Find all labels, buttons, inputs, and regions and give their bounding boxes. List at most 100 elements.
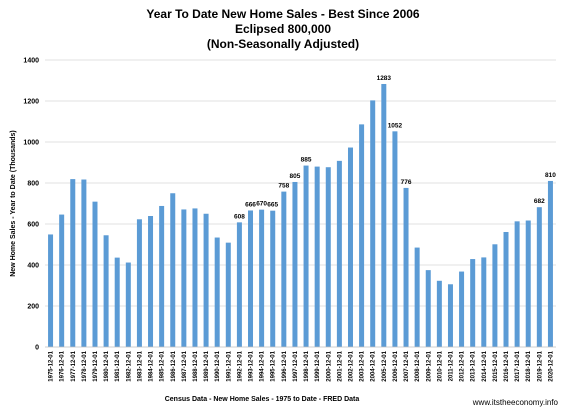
- y-tick-label: 200: [27, 304, 39, 311]
- data-label: 885: [301, 157, 312, 164]
- x-tick-label: 1979-12-01: [93, 350, 99, 381]
- x-tick-label: 1980-12-01: [104, 350, 110, 381]
- x-tick-label: 2013-12-01: [471, 350, 477, 381]
- bar-1976-12-01: [59, 214, 65, 347]
- bar-2003-12-01: [359, 124, 365, 348]
- bar-2007-12-01: [403, 187, 409, 347]
- data-label: 805: [290, 173, 301, 180]
- x-tick-label: 1989-12-01: [204, 350, 210, 381]
- x-tick-label: 2014-12-01: [482, 350, 488, 381]
- x-tick-label: 2005-12-01: [382, 350, 388, 381]
- x-tick-label: 1996-12-01: [282, 350, 288, 381]
- bar-2008-12-01: [414, 247, 420, 347]
- bars: [48, 83, 553, 348]
- chart-title-line-2: Eclipsed 800,000: [234, 22, 332, 36]
- y-axis-ticks: 0 200 400 600 800 1000 1200 1400: [23, 58, 39, 352]
- x-tick-label: 2018-12-01: [526, 350, 532, 381]
- bar-2016-12-01: [503, 231, 509, 347]
- bar-1984-12-01: [148, 216, 154, 347]
- x-tick-label: 1985-12-01: [160, 350, 166, 381]
- data-label: 776: [401, 179, 412, 186]
- bar-1980-12-01: [103, 235, 109, 347]
- data-label: 665: [267, 202, 278, 209]
- x-tick-label: 1977-12-01: [71, 350, 77, 381]
- bar-1995-12-01: [270, 210, 276, 347]
- bar-1975-12-01: [48, 234, 54, 347]
- x-tick-label: 1984-12-01: [149, 350, 155, 381]
- x-tick-label: 1995-12-01: [271, 350, 277, 381]
- bar-1986-12-01: [170, 193, 176, 347]
- x-tick-label: 2016-12-01: [504, 350, 510, 381]
- gridlines: [45, 59, 556, 307]
- x-tick-label: 1999-12-01: [315, 350, 321, 381]
- data-label: 666: [245, 201, 256, 208]
- bar-2020-12-01: [547, 180, 553, 347]
- bar-2010-12-01: [436, 280, 442, 347]
- y-tick-label: 400: [27, 263, 39, 270]
- x-tick-label: 1986-12-01: [171, 350, 177, 381]
- data-label: 810: [545, 172, 556, 179]
- chart-title-line-3: (Non-Seasonally Adjusted): [206, 37, 360, 51]
- y-tick-label: 600: [27, 222, 39, 229]
- bar-2015-12-01: [492, 244, 498, 347]
- x-tick-label: 2012-12-01: [460, 350, 466, 381]
- y-tick-label: 1000: [23, 140, 39, 147]
- x-tick-label: 2007-12-01: [404, 350, 410, 381]
- bar-1978-12-01: [81, 179, 87, 347]
- chart-title-line-1: Year To Date New Home Sales - Best Since…: [146, 7, 420, 21]
- bar-2012-12-01: [459, 271, 465, 347]
- bar-1977-12-01: [70, 179, 76, 347]
- bar-2013-12-01: [470, 259, 476, 347]
- x-tick-label: 2006-12-01: [393, 350, 399, 381]
- x-tick-label: 1976-12-01: [60, 350, 66, 381]
- x-tick-label: 2017-12-01: [515, 350, 521, 381]
- bar-1990-12-01: [214, 237, 220, 347]
- x-axis-ticks: 1975-12-01 1976-12-01 1977-12-01 1978-12-01…: [49, 350, 555, 381]
- x-tick-label: 1988-12-01: [193, 350, 199, 381]
- data-label: 608: [234, 213, 245, 220]
- bar-1981-12-01: [114, 257, 120, 347]
- bar-1999-12-01: [314, 166, 320, 347]
- bar-2001-12-01: [336, 160, 342, 347]
- x-tick-label: 2009-12-01: [426, 350, 432, 381]
- x-tick-label: 1992-12-01: [237, 350, 243, 381]
- data-label: 1052: [388, 122, 403, 129]
- bar-1979-12-01: [92, 201, 98, 347]
- source-credit: www.itstheeconomy.info: [472, 398, 559, 407]
- bar-2009-12-01: [425, 270, 431, 347]
- data-label: 758: [278, 183, 289, 190]
- y-tick-label: 0: [35, 345, 39, 352]
- bar-1983-12-01: [136, 219, 142, 347]
- x-tick-label: 1982-12-01: [126, 350, 132, 381]
- bar-2004-12-01: [370, 100, 376, 347]
- x-tick-label: 1998-12-01: [304, 350, 310, 381]
- x-tick-label: 1997-12-01: [293, 350, 299, 381]
- x-tick-label: 2015-12-01: [493, 350, 499, 381]
- x-tick-label: 2019-12-01: [537, 350, 543, 381]
- x-tick-label: 1975-12-01: [49, 350, 55, 381]
- bar-1998-12-01: [303, 165, 309, 347]
- x-tick-label: 2004-12-01: [371, 350, 377, 381]
- x-tick-label: 2008-12-01: [415, 350, 421, 381]
- bar-1988-12-01: [192, 208, 198, 347]
- x-tick-label: 2011-12-01: [448, 350, 454, 381]
- x-tick-label: 1991-12-01: [226, 350, 232, 381]
- bar-1982-12-01: [125, 262, 131, 347]
- bar-2018-12-01: [525, 220, 531, 347]
- bar-1993-12-01: [248, 210, 254, 347]
- data-label: 1283: [377, 75, 392, 82]
- y-tick-label: 1200: [23, 99, 39, 106]
- x-tick-label: 1993-12-01: [249, 350, 255, 381]
- bar-1987-12-01: [181, 209, 187, 347]
- data-label: 682: [534, 198, 545, 205]
- x-tick-label: 1978-12-01: [82, 350, 88, 381]
- bar-1985-12-01: [159, 205, 165, 347]
- bar-2017-12-01: [514, 221, 520, 347]
- x-tick-label: 1994-12-01: [260, 350, 266, 381]
- x-tick-label: 2020-12-01: [548, 350, 554, 381]
- x-tick-label: 2001-12-01: [337, 350, 343, 381]
- y-tick-label: 800: [27, 181, 39, 188]
